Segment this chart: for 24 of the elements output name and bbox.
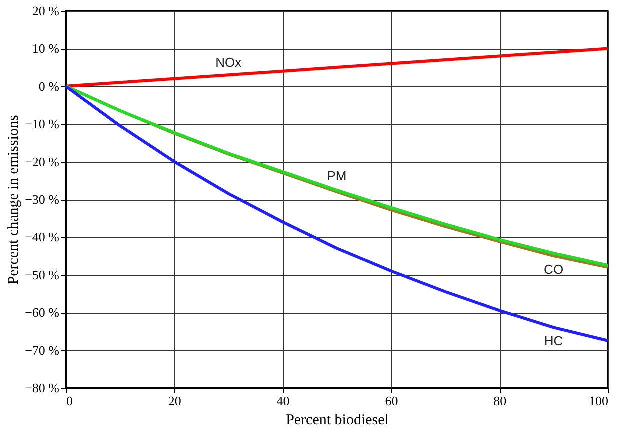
y-tick-label: −80 % [25,380,60,396]
y-tick-label: −10 % [25,116,60,132]
series-label: CO [544,262,564,278]
y-tick-label: −50 % [25,267,60,282]
series-label: PM [327,168,347,184]
series-label: NOx [216,55,242,70]
x-tick-label: 80 [494,394,507,408]
x-tick-label: 60 [385,394,398,408]
y-tick-label: 10 % [32,41,60,56]
y-tick-label: −40 % [25,230,60,245]
y-axis-title: Percent change in emissions [6,115,22,285]
x-tick-label: 40 [276,394,290,408]
y-tick-label: −20 % [25,154,60,170]
y-tick-label: 20 % [32,4,60,18]
y-tick-label: −60 % [25,305,60,320]
x-tick-label: 100 [589,394,608,408]
series-label: HC [544,334,564,349]
x-tick-label: 20 [168,394,182,408]
x-tick-label: 0 [66,394,73,408]
line-series [64,47,610,88]
y-tick-label: 0 % [38,78,60,94]
y-tick-label: −30 % [25,192,60,207]
x-axis-title: Percent biodiesel [286,412,389,428]
y-tick-label: −70 % [25,342,60,358]
